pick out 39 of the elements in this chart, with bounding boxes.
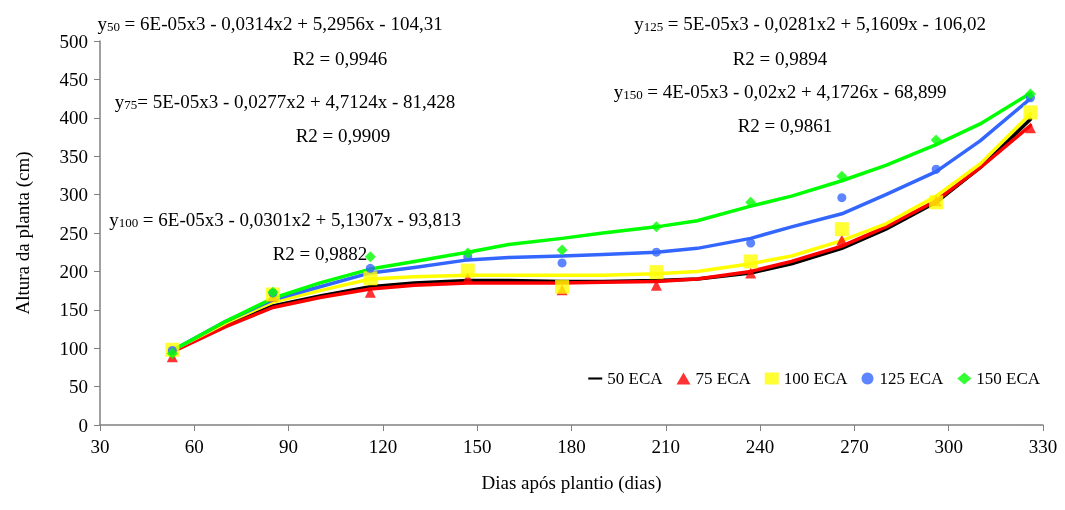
x-tick-label: 300 (934, 436, 963, 457)
annotation: R2 = 0,9894 (732, 48, 828, 69)
x-tick-label: 60 (184, 436, 204, 457)
y-tick-label: 500 (59, 30, 88, 52)
y-tick-label: 250 (59, 222, 88, 244)
y-tick-label: 200 (59, 260, 88, 282)
x-tick-label: 90 (279, 436, 299, 457)
text: y50 = 6E-05x3 - 0,0314x2 + 5,2956x - 104,31 (97, 13, 443, 34)
annotation: y75= 5E-05x3 - 0,0277x2 + 4,7124x - 81,428 (114, 91, 456, 112)
x-tick-label: 30 (90, 436, 110, 457)
annotation: R2 = 0,9946 (292, 48, 388, 69)
legend-label: 50 ECA (607, 369, 664, 388)
x-tick-label: 270 (840, 436, 869, 457)
x-tick-label: 180 (557, 436, 586, 457)
y-tick-label: 150 (59, 299, 88, 321)
x-tick-label: 210 (651, 436, 681, 457)
annotation: R2 = 0,9909 (295, 125, 391, 146)
x-axis-title: Dias após plantio (dias) (481, 472, 662, 494)
text: y125 = 5E-05x3 - 0,0281x2 + 5,1609x - 106,02 (634, 13, 986, 34)
y-tick-label: 300 (59, 184, 88, 206)
annotation: R2 = 0,9861 (737, 115, 833, 136)
annotation: y150 = 4E-05x3 - 0,02x2 + 4,1726x - 68,899 (613, 81, 947, 102)
legend-label: 125 ECA (879, 369, 944, 388)
annotation: R2 = 0,9882 (272, 243, 368, 264)
legend-label: 150 ECA (976, 369, 1041, 388)
y-tick-label: 450 (59, 68, 88, 90)
x-tick-label: 240 (745, 436, 775, 457)
y-tick-label: 100 (59, 337, 88, 359)
annotation: y100 = 6E-05x3 - 0,0301x2 + 5,1307x - 93,813 (109, 209, 461, 230)
legend-label: 75 ECA (695, 369, 752, 388)
y-tick-label: 350 (59, 145, 88, 167)
x-tick-label: 150 (462, 436, 492, 457)
y-tick-label: 50 (69, 376, 88, 398)
y-axis-title: Altura da planta (cm) (12, 151, 34, 315)
x-tick-label: 120 (368, 436, 398, 457)
x-tick-label: 330 (1028, 436, 1058, 457)
y-tick-label: 0 (78, 414, 88, 436)
y-tick-label: 400 (59, 107, 88, 129)
legend-label: 100 ECA (783, 369, 849, 388)
